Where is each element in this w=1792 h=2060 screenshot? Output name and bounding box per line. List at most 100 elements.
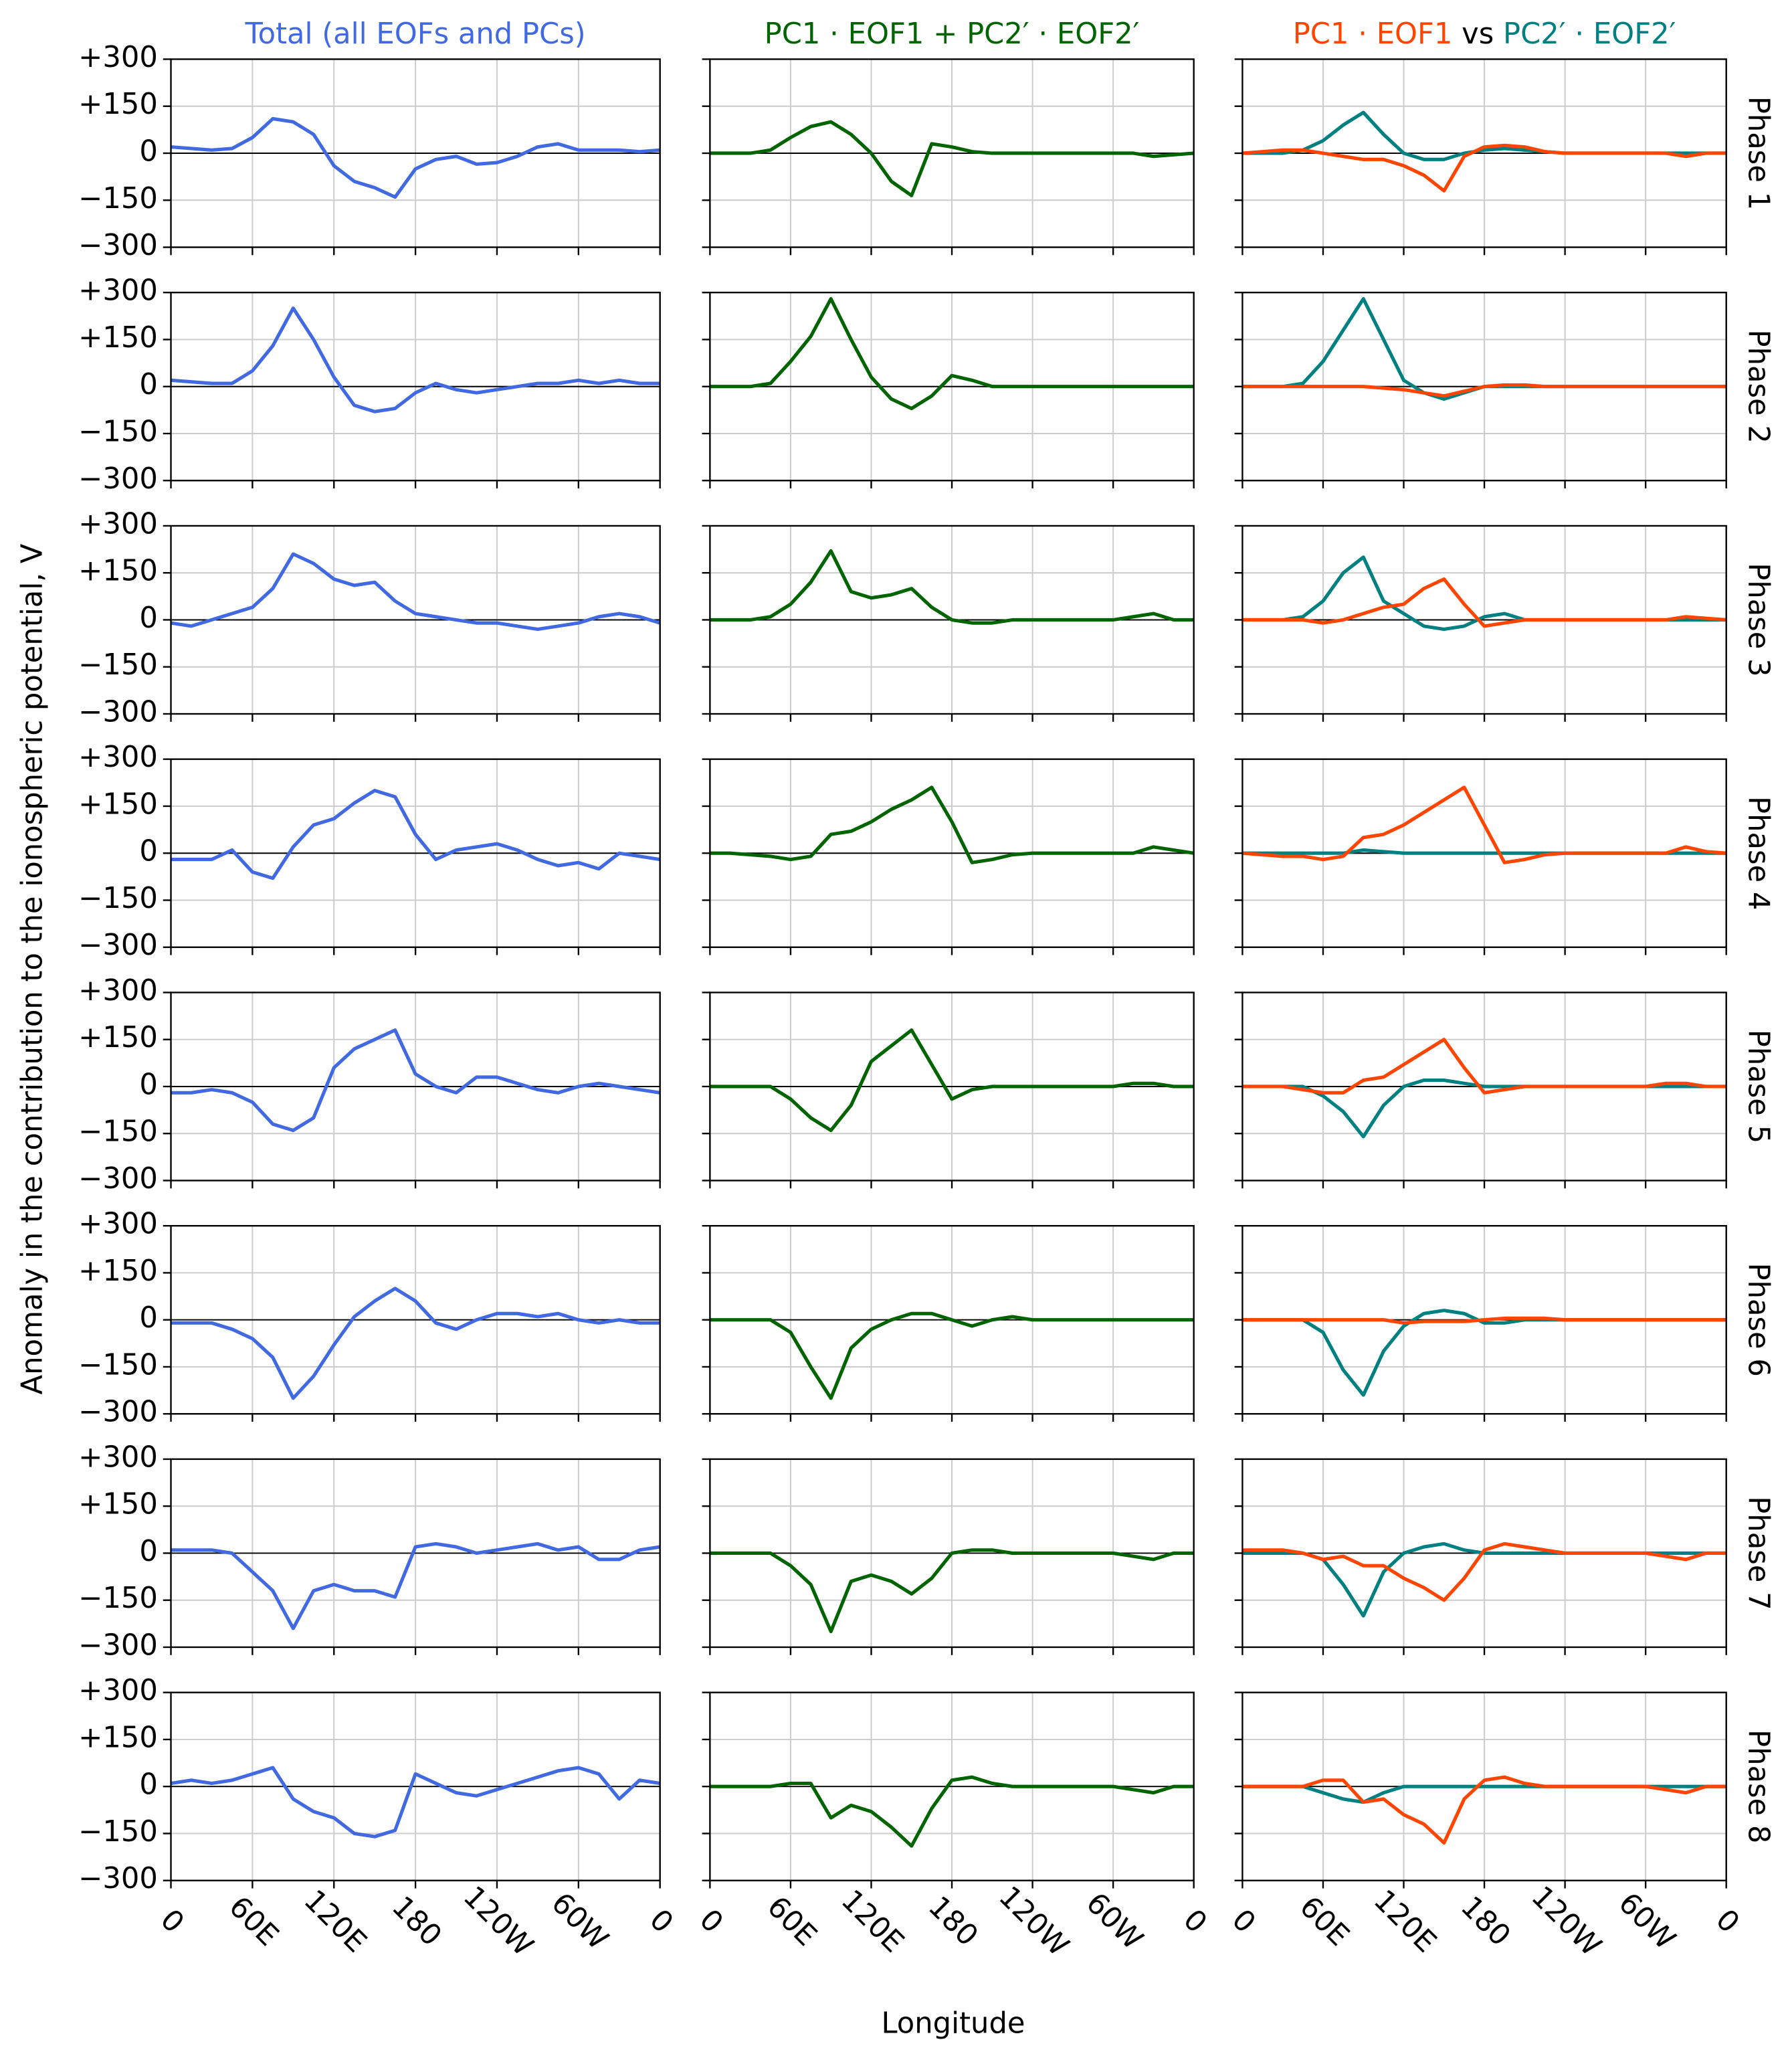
panel-frame <box>1241 58 1727 248</box>
x-tick-label: 0 <box>693 1903 730 1940</box>
panel-frame <box>170 292 661 482</box>
panel-frame <box>170 992 661 1182</box>
series-line <box>171 788 661 880</box>
series-line <box>171 1028 661 1133</box>
series-line <box>1242 143 1726 193</box>
row-label: Phase 5 <box>1741 1030 1775 1143</box>
y-tick-label: 0 <box>139 835 158 868</box>
y-tick-label: 0 <box>139 1068 158 1101</box>
panel-frame <box>170 1224 661 1415</box>
row-label: Phase 2 <box>1741 330 1775 444</box>
x-tick-label: 120E <box>835 1883 910 1959</box>
series-line <box>710 1548 1194 1634</box>
panel-frame <box>1241 992 1727 1182</box>
y-tick-label: 0 <box>139 368 158 401</box>
title-part: vs <box>1452 17 1503 51</box>
y-tick-label: −150 <box>78 415 158 449</box>
x-axis-label: Longitude <box>881 2006 1025 2040</box>
x-tick-label: 0 <box>1709 1903 1746 1940</box>
x-tick-label: 120W <box>992 1880 1075 1963</box>
y-tick-label: −300 <box>78 462 158 496</box>
y-axis-label: Anomaly in the contribution to the ionos… <box>16 543 49 1394</box>
panel-frame <box>709 58 1195 248</box>
series-line <box>171 1287 660 1400</box>
series-line <box>1242 1541 1726 1602</box>
title-part: Total (all EOFs and PCs) <box>245 17 586 51</box>
panel-frame <box>709 292 1195 482</box>
x-tick-label: 120E <box>1367 1883 1443 1959</box>
panel-frame <box>1241 1224 1727 1415</box>
y-tick-label: −150 <box>78 1348 158 1382</box>
panel-frame <box>170 1458 661 1649</box>
y-tick-label: −300 <box>78 696 158 729</box>
series-line <box>1242 383 1726 398</box>
column-title: PC1 · EOF1 vs PC2′ · EOF2′ <box>1293 17 1676 51</box>
y-tick-label: +300 <box>78 1674 158 1707</box>
series-line <box>710 297 1194 411</box>
panel-frame <box>170 58 661 248</box>
series-line <box>710 1311 1194 1400</box>
title-part: PC2′ · EOF2′ <box>1503 17 1676 51</box>
series-line <box>171 552 661 632</box>
series-line <box>171 116 660 199</box>
series-line <box>710 120 1194 197</box>
y-tick-label: 0 <box>139 601 158 635</box>
y-tick-label: +150 <box>78 1721 158 1754</box>
row-label: Phase 8 <box>1741 1729 1775 1843</box>
column-title: PC1 · EOF1 + PC2′ · EOF2′ <box>765 17 1140 51</box>
series-line <box>710 549 1194 625</box>
x-tick-label: 0 <box>154 1903 191 1940</box>
series-line <box>1242 577 1726 628</box>
panel-frame <box>1241 758 1727 948</box>
panel-frame <box>709 1224 1195 1415</box>
panel-frame <box>709 992 1195 1182</box>
row-label: Phase 3 <box>1741 563 1775 676</box>
row-label: Phase 7 <box>1741 1496 1775 1610</box>
panel-frame <box>170 1691 661 1881</box>
y-tick-label: +300 <box>78 41 158 74</box>
y-tick-label: −300 <box>78 1862 158 1895</box>
panel-frame <box>1241 292 1727 482</box>
y-tick-label: +150 <box>78 1254 158 1288</box>
x-tick-label: 0 <box>1225 1903 1262 1940</box>
y-tick-label: −150 <box>78 1582 158 1615</box>
y-tick-label: +300 <box>78 1440 158 1474</box>
x-tick-label: 0 <box>1177 1903 1213 1940</box>
y-tick-label: +150 <box>78 1488 158 1521</box>
title-part: PC1 · EOF1 <box>1293 17 1453 51</box>
panel-frame <box>709 1458 1195 1649</box>
y-tick-label: −150 <box>78 182 158 215</box>
series-line <box>1242 785 1726 864</box>
panel-frame <box>709 525 1195 715</box>
y-tick-label: +300 <box>78 1208 158 1241</box>
y-tick-label: +150 <box>78 787 158 821</box>
x-tick-label: 60W <box>1612 1887 1682 1956</box>
y-tick-label: 0 <box>139 134 158 168</box>
y-tick-label: −150 <box>78 882 158 915</box>
x-tick-label: 60E <box>761 1890 823 1953</box>
y-tick-label: +150 <box>78 555 158 588</box>
series-line <box>171 306 660 413</box>
y-tick-label: −300 <box>78 929 158 962</box>
series-line <box>1242 1775 1726 1845</box>
x-tick-label: 120W <box>457 1880 540 1963</box>
y-tick-label: −300 <box>78 229 158 262</box>
x-tick-label: 180 <box>922 1890 985 1953</box>
x-tick-label: 60W <box>544 1887 614 1956</box>
panel-frame <box>709 1691 1195 1881</box>
row-label: Phase 6 <box>1741 1263 1775 1377</box>
x-tick-label: 0 <box>643 1903 680 1940</box>
series-line <box>710 1775 1194 1848</box>
x-tick-label: 60E <box>1293 1890 1356 1953</box>
x-tick-label: 60E <box>222 1890 285 1953</box>
x-tick-label: 60W <box>1080 1887 1149 1956</box>
panel-frame <box>1241 525 1727 715</box>
panel-frame <box>709 758 1195 948</box>
y-tick-label: 0 <box>139 1535 158 1568</box>
y-tick-label: +300 <box>78 274 158 308</box>
y-tick-label: −300 <box>78 1162 158 1196</box>
panel-frame <box>170 758 661 948</box>
panel-frame <box>1241 1691 1727 1881</box>
